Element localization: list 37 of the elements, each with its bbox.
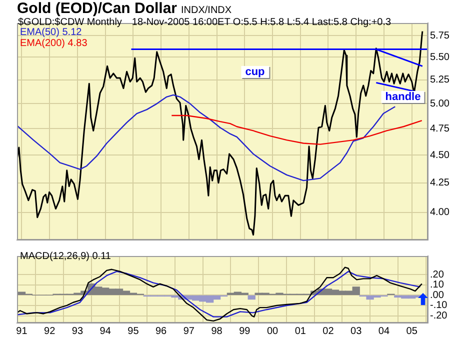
x-tick-label: 05: [406, 326, 418, 337]
y-tick-label: 4.25: [430, 178, 450, 189]
y-tick-label: 5.50: [430, 52, 450, 63]
x-tick-label: 02: [322, 326, 334, 337]
x-tick-label: 95: [128, 326, 140, 337]
x-tick-label: 01: [294, 326, 306, 337]
y-tick-label: .00: [430, 290, 444, 301]
x-tick-label: 99: [239, 326, 251, 337]
x-tick-label: 03: [350, 326, 362, 337]
y-tick-label: 5.00: [430, 98, 450, 110]
text: EMA(50) 5.12: [20, 27, 83, 38]
y-tick-label: 4.75: [430, 123, 450, 134]
y-tick-label: .20: [430, 269, 444, 280]
x-tick-label: 93: [72, 326, 84, 337]
y-tick-label: -.20: [430, 310, 448, 322]
text: EMA(200) 4.83: [20, 38, 88, 49]
y-tick-label: 4.00: [430, 207, 450, 218]
x-tick-label: 97: [183, 326, 195, 337]
x-tick-label: 96: [155, 326, 168, 337]
x-tick-label: 00: [266, 326, 279, 337]
x-tick-label: 94: [100, 326, 112, 337]
x-tick-label: 92: [44, 326, 56, 337]
x-tick-label: 98: [211, 326, 223, 337]
series-label: MACD(12,26,9) 0.11: [20, 251, 111, 262]
annotation: handle: [381, 91, 425, 103]
y-tick-label: -.10: [430, 300, 448, 312]
chart-subtitle: INDX/INDX: [181, 5, 232, 16]
y-tick-label: 5.75: [430, 30, 450, 42]
annotation: 18-Nov-2005 16:00ET O:5.5 H:5.8 L:5.4 Last:5.8 Chg:+0.3: [132, 17, 392, 28]
annotation: cup: [241, 66, 269, 78]
y-tick-label: 4.50: [430, 150, 450, 161]
x-tick-label: 91: [16, 326, 28, 337]
y-tick-label: 5.25: [430, 74, 450, 86]
y-tick-label: .10: [430, 280, 444, 291]
x-tick-label: 04: [378, 326, 390, 337]
chart-title: Gold (EOD)/Can Dollar: [17, 0, 178, 17]
annotation: $GOLD:$CDW Monthly: [18, 17, 122, 28]
